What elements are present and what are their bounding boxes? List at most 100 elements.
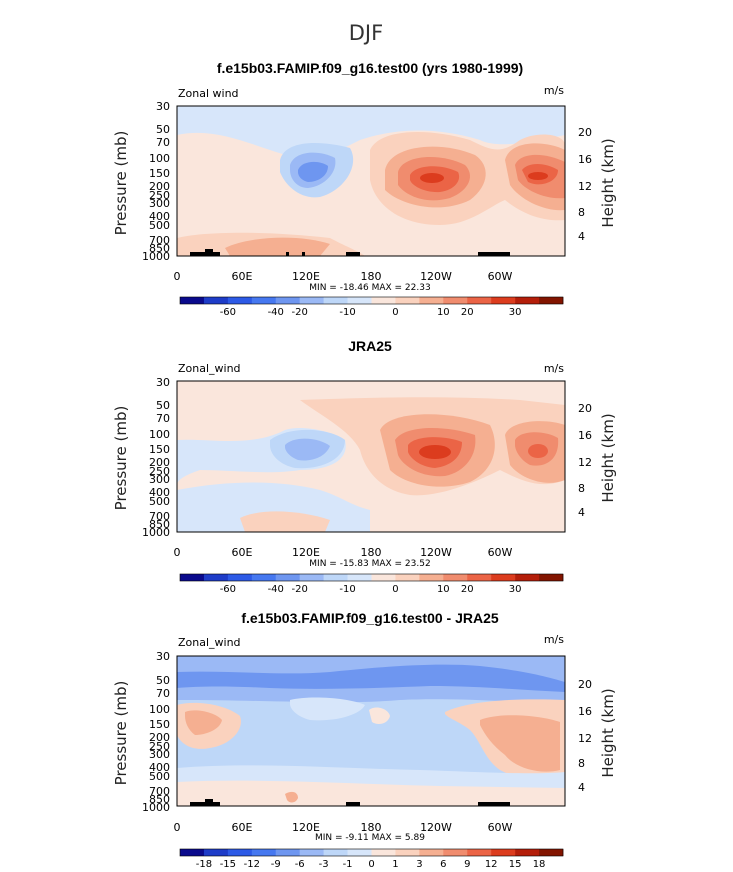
colorbar-label: 30 (509, 584, 522, 595)
svg-text:16: 16 (578, 705, 592, 718)
colorbar-swatch (323, 574, 348, 581)
y-axis-label: Pressure (mb) (112, 406, 130, 511)
figure-title: DJF (349, 21, 383, 45)
svg-text:700: 700 (149, 234, 170, 247)
svg-text:60E: 60E (232, 821, 253, 834)
svg-text:200: 200 (149, 180, 170, 193)
plot-frame (176, 655, 566, 807)
svg-text:300: 300 (149, 197, 170, 210)
plot-frame (176, 105, 566, 257)
svg-text:60W: 60W (488, 546, 513, 559)
colorbar-swatch (443, 297, 468, 304)
colorbar-swatch (539, 574, 564, 581)
surface-core (225, 237, 330, 256)
svg-text:70: 70 (156, 136, 170, 149)
svg-text:8: 8 (578, 206, 585, 219)
colorbar-swatch (347, 574, 372, 581)
plot-frame (176, 380, 566, 533)
x-ticks: 0 60E 120E 180 120W 60W (174, 821, 513, 834)
svg-text:100: 100 (149, 428, 170, 441)
svg-text:60W: 60W (488, 821, 513, 834)
svg-text:500: 500 (149, 495, 170, 508)
colorbar-swatch (395, 297, 420, 304)
y-axis-label: Pressure (mb) (112, 131, 130, 236)
svg-text:1000: 1000 (142, 526, 170, 539)
colorbar-label: -10 (339, 584, 355, 595)
colorbar-swatch (180, 297, 205, 304)
svg-text:16: 16 (578, 153, 592, 166)
svg-text:850: 850 (149, 793, 170, 806)
colorbar-label: -60 (220, 584, 236, 595)
colorbar-label: -15 (220, 859, 236, 870)
colorbar-swatch (491, 849, 516, 856)
colorbar-swatch (539, 849, 564, 856)
y2-ticks: 20 16 12 8 4 (578, 678, 592, 794)
panel-title: f.e15b03.FAMIP.f09_g16.test00 (yrs 1980-… (217, 60, 523, 76)
upper-negative-core (177, 664, 565, 692)
svg-text:250: 250 (149, 465, 170, 478)
colorbar-swatch (203, 849, 229, 856)
colorbar-label: -60 (220, 307, 236, 318)
svg-text:20: 20 (578, 126, 592, 139)
svg-text:4: 4 (578, 230, 585, 243)
y2-axis-label: Height (km) (599, 688, 617, 777)
y-ticks: 30 50 70 100 150 200 250 300 400 500 700… (142, 376, 170, 539)
left-corner-label: Zonal_wind (178, 636, 241, 649)
svg-text:180: 180 (361, 546, 382, 559)
svg-text:0: 0 (174, 270, 181, 283)
easterly-core (298, 161, 328, 182)
colorbar-swatch (275, 297, 300, 304)
svg-text:850: 850 (149, 242, 170, 255)
colorbar-label: 10 (437, 307, 450, 318)
x-ticks: 0 60E 120E 180 120W 60W (174, 546, 513, 559)
svg-text:500: 500 (149, 219, 170, 232)
y-axis-label: Pressure (mb) (112, 681, 130, 786)
svg-text:50: 50 (156, 123, 170, 136)
svg-text:20: 20 (578, 402, 592, 415)
panel-reanalysis: JRA25 Zonal_wind m/s 30 50 70 100 150 (112, 338, 617, 595)
colorbar-swatch (419, 849, 444, 856)
svg-text:8: 8 (578, 757, 585, 770)
colorbar-swatch (251, 849, 277, 856)
colorbar-swatch (299, 574, 324, 581)
svg-text:50: 50 (156, 674, 170, 687)
svg-text:4: 4 (578, 506, 585, 519)
colorbar-swatch (515, 574, 540, 581)
colorbar-swatch (180, 849, 205, 856)
colorbar-label: -20 (292, 307, 308, 318)
colorbar: -18 -15 -12 -9 -6 -3 -1 0 1 3 6 9 12 15 18 (179, 848, 564, 870)
svg-text:60E: 60E (232, 546, 253, 559)
colorbar-swatch (371, 849, 396, 856)
colorbar-swatch (515, 849, 540, 856)
colorbar-swatch (395, 574, 420, 581)
svg-text:100: 100 (149, 152, 170, 165)
colorbar-swatch (323, 849, 348, 856)
svg-text:120E: 120E (292, 270, 320, 283)
colorbar-label: 15 (509, 859, 522, 870)
colorbar-label: -20 (292, 584, 308, 595)
svg-text:100: 100 (149, 703, 170, 716)
colorbar-swatch (251, 574, 277, 581)
colorbar-swatch (371, 297, 396, 304)
colorbar-label: 30 (509, 307, 522, 318)
svg-text:1000: 1000 (142, 250, 170, 263)
colorbar-label: 18 (533, 859, 546, 870)
y2-axis-label: Height (km) (599, 413, 617, 502)
colorbar-swatch (419, 297, 444, 304)
svg-text:700: 700 (149, 785, 170, 798)
colorbar-label: 0 (392, 584, 398, 595)
colorbar-label: 0 (368, 859, 374, 870)
colorbar-swatch (419, 574, 444, 581)
topography (190, 249, 510, 256)
colorbar-label: 0 (392, 307, 398, 318)
colorbar-swatch (180, 574, 205, 581)
colorbar-label: -10 (339, 307, 355, 318)
colorbar-label: -6 (295, 859, 305, 870)
near-surface-positive (177, 780, 565, 806)
colorbar-label: 3 (416, 859, 422, 870)
svg-text:300: 300 (149, 473, 170, 486)
min-max-label: MIN = -15.83 MAX = 23.52 (309, 559, 430, 569)
y-ticks: 30 50 70 100 150 200 250 300 400 500 700… (142, 100, 170, 263)
svg-text:60W: 60W (488, 270, 513, 283)
